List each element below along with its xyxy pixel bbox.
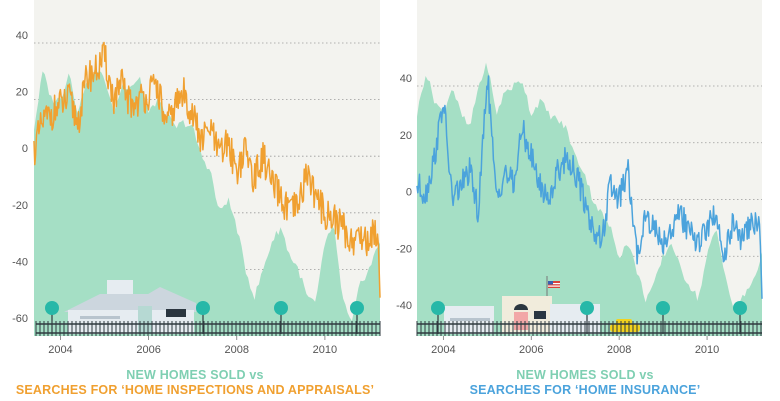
tree-icon <box>656 301 670 334</box>
tree-icon <box>431 301 445 334</box>
y-axis-ticks: 40 20 0 -20 -40 <box>396 73 412 312</box>
fence <box>416 321 762 336</box>
trees <box>45 301 364 334</box>
y-tick-label: -60 <box>12 313 28 325</box>
y-tick-label: 40 <box>400 73 412 85</box>
caption-line-1: NEW HOMES SOLD vs <box>126 368 264 382</box>
new-homes-sold-area <box>417 62 762 336</box>
y-tick-label: 20 <box>400 130 412 142</box>
chart-right: 40 20 0 -20 -40 2004 2006 2008 2010 <box>396 0 763 356</box>
caption-line-2: SEARCHES FOR ‘HOME INSURANCE’ <box>469 383 701 397</box>
x-tick-label: 2006 <box>136 344 160 356</box>
caption-line-2: SEARCHES FOR ‘HOME INSPECTIONS AND APPRA… <box>15 383 375 397</box>
y-tick-label: -20 <box>396 243 412 255</box>
x-tick-label: 2004 <box>48 344 72 356</box>
tree-icon <box>350 301 364 334</box>
house-window <box>166 309 186 317</box>
new-homes-sold-area <box>34 69 380 336</box>
tree-icon <box>733 301 747 334</box>
tree-icon <box>196 301 210 334</box>
building-arch <box>514 304 528 310</box>
x-axis-ticks: 2004 2006 2008 2010 <box>48 336 337 356</box>
house-roof-wing <box>138 287 196 312</box>
chart-panel-right: 40 20 0 -20 -40 2004 2006 2008 2010 NEW HOMES S… <box>390 0 780 401</box>
searches-line <box>416 75 763 299</box>
building-window <box>534 311 546 319</box>
x-tick-label: 2004 <box>431 344 455 356</box>
x-tick-label: 2008 <box>225 344 249 356</box>
y-tick-label: -40 <box>396 300 412 312</box>
x-tick-label: 2010 <box>695 344 719 356</box>
searches-line <box>33 41 381 298</box>
fence <box>35 321 381 336</box>
caption-line-1: NEW HOMES SOLD vs <box>516 368 654 382</box>
y-tick-label: 40 <box>16 30 28 42</box>
y-tick-label: 0 <box>22 143 28 155</box>
tree-icon <box>274 301 288 334</box>
chart-left: 40 20 0 -20 -40 -60 2004 2006 2008 2010 <box>12 0 381 356</box>
y-axis-ticks: 40 20 0 -20 -40 -60 <box>12 30 28 325</box>
x-tick-label: 2006 <box>519 344 543 356</box>
house-chimney-block <box>107 280 133 294</box>
flag-icon <box>548 281 560 288</box>
x-axis-ticks: 2004 2006 2008 2010 <box>431 336 719 356</box>
chart-panel-left: 40 20 0 -20 -40 -60 2004 2006 2008 2010 NEW HOME… <box>12 0 381 397</box>
tree-icon <box>45 301 59 334</box>
y-tick-label: 0 <box>406 187 412 199</box>
y-tick-label: -20 <box>12 200 28 212</box>
y-tick-label: -40 <box>12 256 28 268</box>
x-tick-label: 2010 <box>313 344 337 356</box>
y-tick-label: 20 <box>16 87 28 99</box>
trees <box>431 301 747 334</box>
building-steps <box>450 318 490 321</box>
tree-icon <box>580 301 594 334</box>
house-trim <box>80 316 120 319</box>
x-tick-label: 2008 <box>607 344 631 356</box>
